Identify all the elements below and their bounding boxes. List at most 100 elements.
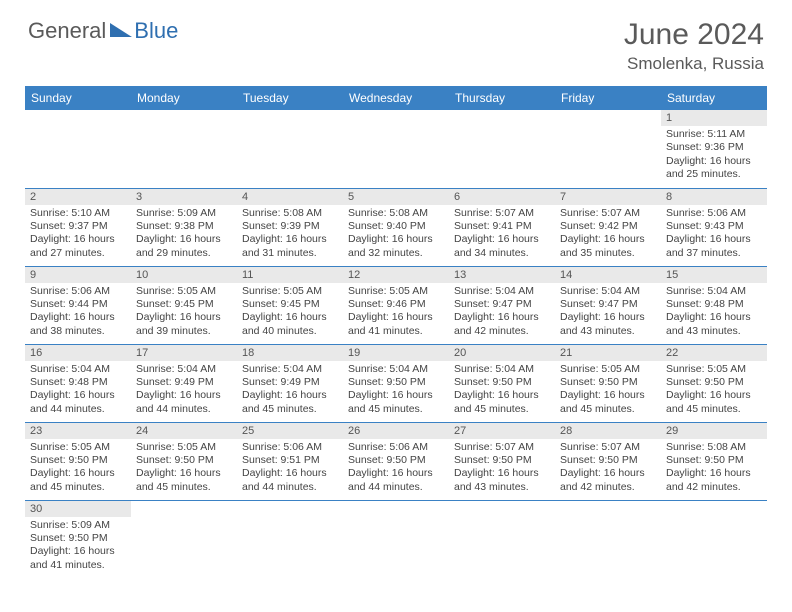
day-header: Wednesday [343, 86, 449, 110]
calendar-cell: 19Sunrise: 5:04 AMSunset: 9:50 PMDayligh… [343, 344, 449, 422]
day-number: 8 [661, 189, 767, 205]
day-data: Sunrise: 5:11 AMSunset: 9:36 PMDaylight:… [661, 126, 767, 186]
calendar-cell: 24Sunrise: 5:05 AMSunset: 9:50 PMDayligh… [131, 422, 237, 500]
day-number: 21 [555, 345, 661, 361]
day-data: Sunrise: 5:07 AMSunset: 9:50 PMDaylight:… [555, 439, 661, 499]
day-number: 4 [237, 189, 343, 205]
calendar-cell: 23Sunrise: 5:05 AMSunset: 9:50 PMDayligh… [25, 422, 131, 500]
calendar-cell [555, 110, 661, 188]
day-data: Sunrise: 5:04 AMSunset: 9:49 PMDaylight:… [131, 361, 237, 421]
day-number: 26 [343, 423, 449, 439]
day-number: 13 [449, 267, 555, 283]
brand-logo: General Blue [28, 18, 178, 44]
calendar-table: SundayMondayTuesdayWednesdayThursdayFrid… [25, 86, 767, 578]
calendar-cell: 2Sunrise: 5:10 AMSunset: 9:37 PMDaylight… [25, 188, 131, 266]
day-number: 22 [661, 345, 767, 361]
day-number: 17 [131, 345, 237, 361]
day-data: Sunrise: 5:05 AMSunset: 9:50 PMDaylight:… [661, 361, 767, 421]
day-number: 25 [237, 423, 343, 439]
day-header: Monday [131, 86, 237, 110]
day-number: 27 [449, 423, 555, 439]
day-header: Tuesday [237, 86, 343, 110]
calendar-cell: 7Sunrise: 5:07 AMSunset: 9:42 PMDaylight… [555, 188, 661, 266]
calendar-cell: 17Sunrise: 5:04 AMSunset: 9:49 PMDayligh… [131, 344, 237, 422]
calendar-cell: 18Sunrise: 5:04 AMSunset: 9:49 PMDayligh… [237, 344, 343, 422]
calendar-cell: 9Sunrise: 5:06 AMSunset: 9:44 PMDaylight… [25, 266, 131, 344]
calendar-cell [343, 500, 449, 578]
day-number: 15 [661, 267, 767, 283]
day-number: 19 [343, 345, 449, 361]
day-number: 5 [343, 189, 449, 205]
calendar-cell: 3Sunrise: 5:09 AMSunset: 9:38 PMDaylight… [131, 188, 237, 266]
day-data: Sunrise: 5:04 AMSunset: 9:49 PMDaylight:… [237, 361, 343, 421]
day-data: Sunrise: 5:08 AMSunset: 9:40 PMDaylight:… [343, 205, 449, 265]
calendar-cell: 4Sunrise: 5:08 AMSunset: 9:39 PMDaylight… [237, 188, 343, 266]
day-data: Sunrise: 5:06 AMSunset: 9:50 PMDaylight:… [343, 439, 449, 499]
day-header: Friday [555, 86, 661, 110]
day-number: 9 [25, 267, 131, 283]
calendar-cell: 26Sunrise: 5:06 AMSunset: 9:50 PMDayligh… [343, 422, 449, 500]
calendar-cell: 12Sunrise: 5:05 AMSunset: 9:46 PMDayligh… [343, 266, 449, 344]
calendar-cell [449, 500, 555, 578]
day-number: 2 [25, 189, 131, 205]
calendar-cell [449, 110, 555, 188]
location-label: Smolenka, Russia [624, 54, 764, 74]
calendar-cell: 13Sunrise: 5:04 AMSunset: 9:47 PMDayligh… [449, 266, 555, 344]
day-number: 24 [131, 423, 237, 439]
calendar-cell [131, 500, 237, 578]
day-data: Sunrise: 5:06 AMSunset: 9:44 PMDaylight:… [25, 283, 131, 343]
calendar-cell: 10Sunrise: 5:05 AMSunset: 9:45 PMDayligh… [131, 266, 237, 344]
day-data: Sunrise: 5:08 AMSunset: 9:39 PMDaylight:… [237, 205, 343, 265]
day-number: 30 [25, 501, 131, 517]
calendar-cell: 27Sunrise: 5:07 AMSunset: 9:50 PMDayligh… [449, 422, 555, 500]
day-data: Sunrise: 5:09 AMSunset: 9:38 PMDaylight:… [131, 205, 237, 265]
day-number: 3 [131, 189, 237, 205]
day-number: 16 [25, 345, 131, 361]
calendar-cell [343, 110, 449, 188]
calendar-cell [237, 110, 343, 188]
day-data: Sunrise: 5:04 AMSunset: 9:47 PMDaylight:… [449, 283, 555, 343]
month-title: June 2024 [624, 18, 764, 52]
day-data: Sunrise: 5:05 AMSunset: 9:50 PMDaylight:… [555, 361, 661, 421]
day-number: 11 [237, 267, 343, 283]
day-number: 12 [343, 267, 449, 283]
calendar-cell: 1Sunrise: 5:11 AMSunset: 9:36 PMDaylight… [661, 110, 767, 188]
day-data: Sunrise: 5:05 AMSunset: 9:46 PMDaylight:… [343, 283, 449, 343]
calendar-cell [25, 110, 131, 188]
brand-part1: General [28, 18, 106, 44]
day-number: 14 [555, 267, 661, 283]
day-data: Sunrise: 5:07 AMSunset: 9:41 PMDaylight:… [449, 205, 555, 265]
day-data: Sunrise: 5:04 AMSunset: 9:50 PMDaylight:… [343, 361, 449, 421]
calendar-cell [131, 110, 237, 188]
day-data: Sunrise: 5:04 AMSunset: 9:48 PMDaylight:… [661, 283, 767, 343]
calendar-cell: 29Sunrise: 5:08 AMSunset: 9:50 PMDayligh… [661, 422, 767, 500]
day-number: 10 [131, 267, 237, 283]
calendar-cell: 16Sunrise: 5:04 AMSunset: 9:48 PMDayligh… [25, 344, 131, 422]
day-data: Sunrise: 5:05 AMSunset: 9:50 PMDaylight:… [131, 439, 237, 499]
calendar-cell: 20Sunrise: 5:04 AMSunset: 9:50 PMDayligh… [449, 344, 555, 422]
calendar-cell [555, 500, 661, 578]
day-data: Sunrise: 5:07 AMSunset: 9:42 PMDaylight:… [555, 205, 661, 265]
calendar-cell: 28Sunrise: 5:07 AMSunset: 9:50 PMDayligh… [555, 422, 661, 500]
day-data: Sunrise: 5:09 AMSunset: 9:50 PMDaylight:… [25, 517, 131, 577]
calendar-cell: 14Sunrise: 5:04 AMSunset: 9:47 PMDayligh… [555, 266, 661, 344]
day-header: Thursday [449, 86, 555, 110]
calendar-cell: 6Sunrise: 5:07 AMSunset: 9:41 PMDaylight… [449, 188, 555, 266]
day-data: Sunrise: 5:08 AMSunset: 9:50 PMDaylight:… [661, 439, 767, 499]
day-number: 20 [449, 345, 555, 361]
calendar-cell [237, 500, 343, 578]
calendar-cell: 8Sunrise: 5:06 AMSunset: 9:43 PMDaylight… [661, 188, 767, 266]
day-number: 18 [237, 345, 343, 361]
day-number: 23 [25, 423, 131, 439]
calendar-cell: 21Sunrise: 5:05 AMSunset: 9:50 PMDayligh… [555, 344, 661, 422]
page-header: General Blue June 2024 Smolenka, Russia [0, 0, 792, 82]
day-data: Sunrise: 5:05 AMSunset: 9:50 PMDaylight:… [25, 439, 131, 499]
day-number: 6 [449, 189, 555, 205]
calendar-cell: 11Sunrise: 5:05 AMSunset: 9:45 PMDayligh… [237, 266, 343, 344]
day-number: 28 [555, 423, 661, 439]
day-data: Sunrise: 5:04 AMSunset: 9:50 PMDaylight:… [449, 361, 555, 421]
calendar-body: 1Sunrise: 5:11 AMSunset: 9:36 PMDaylight… [25, 110, 767, 578]
title-block: June 2024 Smolenka, Russia [624, 18, 764, 74]
day-header: Sunday [25, 86, 131, 110]
day-data: Sunrise: 5:05 AMSunset: 9:45 PMDaylight:… [237, 283, 343, 343]
